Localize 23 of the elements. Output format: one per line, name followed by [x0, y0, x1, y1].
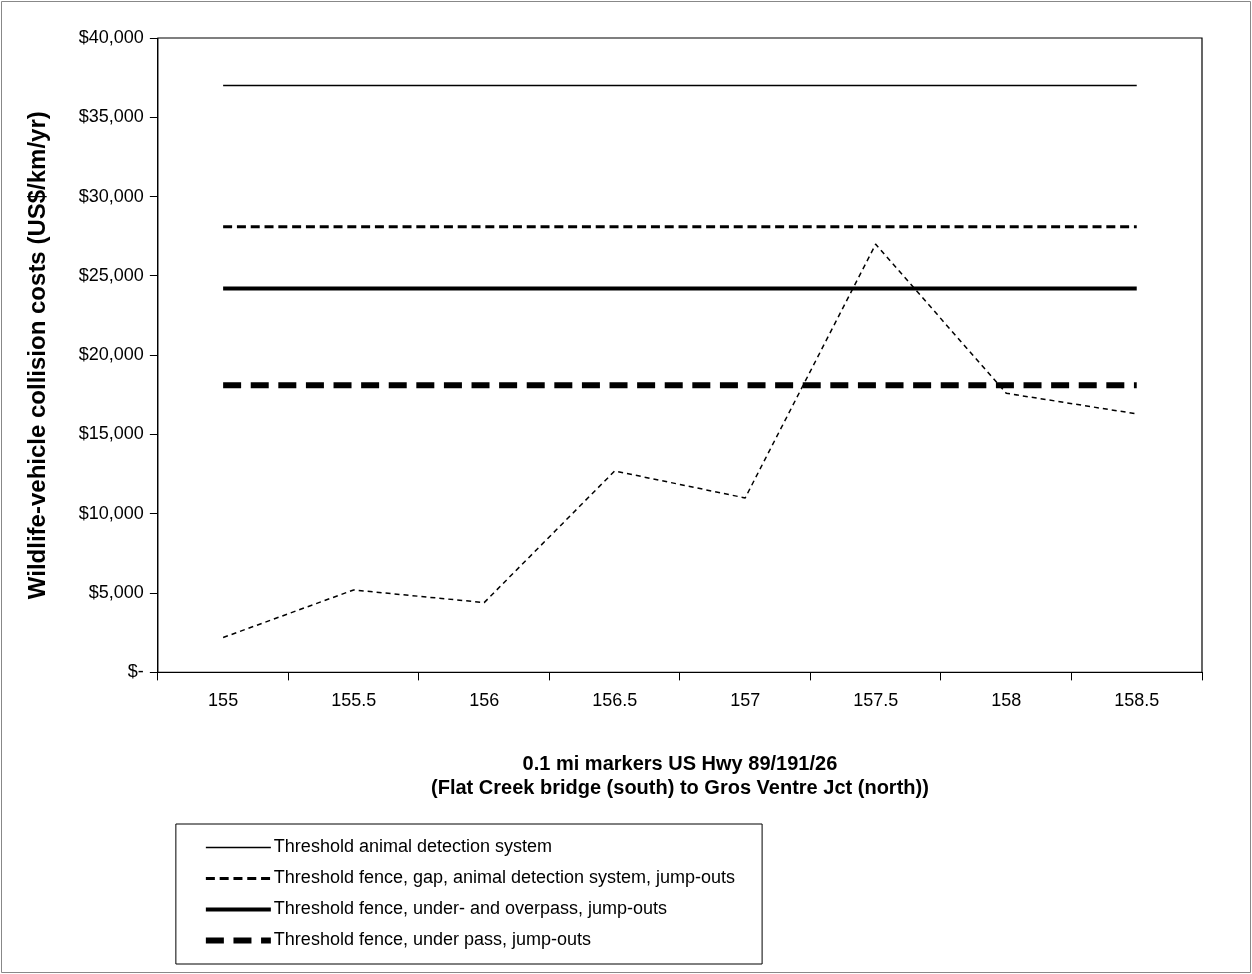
- legend-label: Threshold fence, gap, animal detection system, jump-outs: [273, 867, 736, 888]
- y-tick-label: $-: [127, 661, 144, 682]
- x-tick-label: 156: [469, 690, 500, 711]
- legend-label: Threshold animal detection system: [273, 836, 553, 857]
- x-tick-label: 155.5: [331, 690, 377, 711]
- y-axis-title: Wildlife-vehicle collision costs (US$/km/yr): [23, 111, 51, 600]
- y-tick-label: $35,000: [78, 106, 144, 127]
- y-tick-label: $5,000: [88, 582, 144, 603]
- x-tick-label: 155: [208, 690, 239, 711]
- x-tick-label: 156.5: [592, 690, 638, 711]
- y-tick-label: $15,000: [78, 423, 144, 444]
- y-tick-label: $10,000: [78, 502, 144, 523]
- x-tick-label: 158: [991, 690, 1022, 711]
- y-tick-label: $40,000: [78, 26, 144, 47]
- legend-label: Threshold fence, under- and overpass, jump-outs: [273, 898, 668, 919]
- legend-label: Threshold fence, under pass, jump-outs: [273, 929, 592, 950]
- y-tick-label: $20,000: [78, 344, 144, 365]
- y-tick-label: $25,000: [78, 264, 144, 285]
- x-tick-label: 157: [730, 690, 761, 711]
- x-axis-title: 0.1 mi markers US Hwy 89/191/26 (Flat Creek bridge (south) to Gros Ventre Jct (north)): [431, 751, 929, 798]
- y-tick-label: $30,000: [78, 185, 144, 206]
- x-tick-label: 157.5: [853, 690, 899, 711]
- x-tick-label: 158.5: [1114, 690, 1160, 711]
